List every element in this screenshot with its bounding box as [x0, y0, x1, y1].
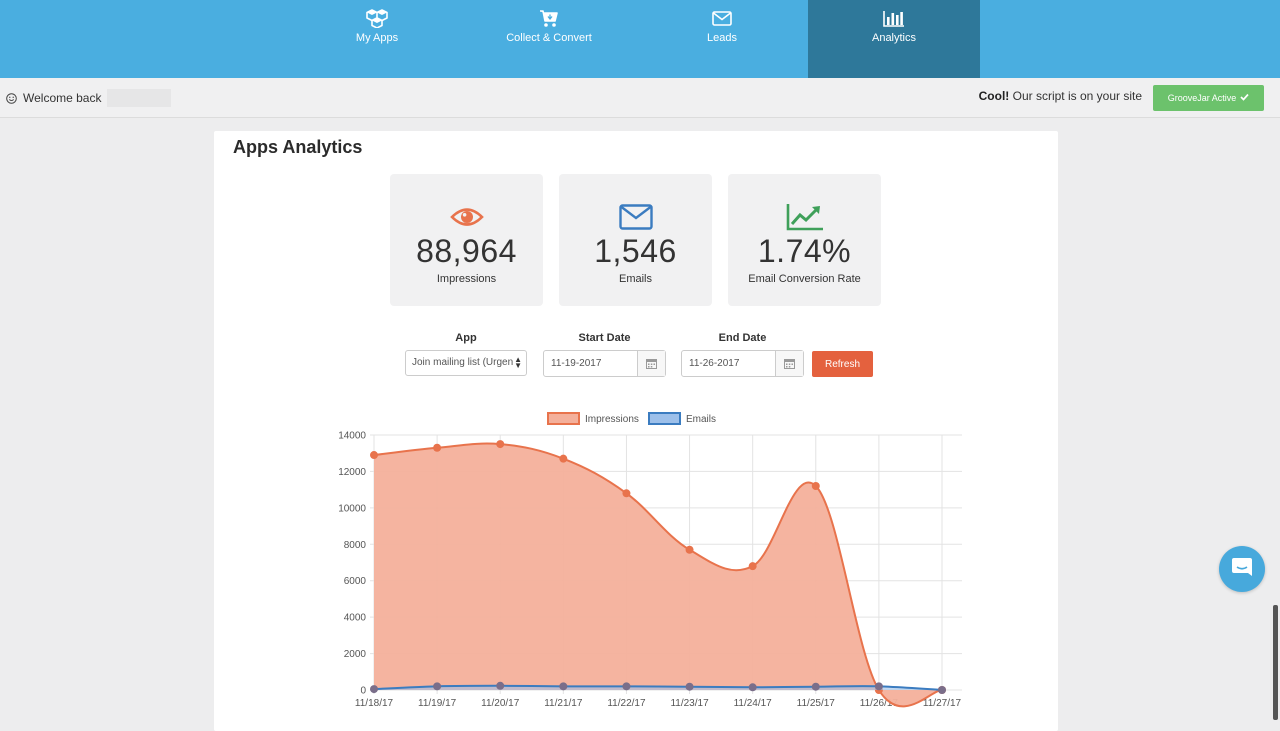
x-tick-label: 11/18/17 [355, 698, 394, 709]
analytics-chart: 0 2000 4000 6000 8000 10000 12000 14000 11/18/17… [338, 412, 962, 709]
stat-label: Email Conversion Rate [748, 273, 861, 285]
groovejar-active-button[interactable]: GrooveJar Active [1153, 85, 1264, 111]
impressions-point [559, 454, 568, 463]
legend-swatch-emails [648, 412, 681, 425]
x-tick-label: 11/20/17 [481, 698, 520, 709]
top-nav: My Apps Collect & Convert Leads [0, 0, 1280, 78]
start-date-field [543, 350, 666, 377]
script-status: Cool! Our script is on your site [979, 89, 1142, 103]
impressions-area [374, 443, 942, 707]
app-filter-label: App [455, 332, 477, 344]
y-tick-label: 4000 [344, 613, 367, 624]
legend-label-emails: Emails [686, 414, 716, 425]
emails-point [811, 682, 820, 691]
welcome-text: Welcome back [23, 91, 102, 105]
emails-point [370, 685, 378, 694]
trend-up-icon [786, 202, 824, 232]
nav-leads[interactable]: Leads [636, 0, 808, 78]
y-tick-label: 12000 [338, 467, 366, 478]
stat-card-conversion: 1.74% Email Conversion Rate [728, 174, 881, 306]
nav-label: My Apps [355, 32, 399, 44]
stat-value: 1.74% [757, 233, 852, 269]
x-tick-label: 11/21/17 [544, 698, 583, 709]
y-tick-label: 14000 [338, 431, 366, 442]
welcome-message: Welcome back [6, 89, 172, 107]
nav-analytics[interactable]: Analytics [808, 0, 980, 78]
y-tick-label: 10000 [338, 503, 366, 514]
stat-card-emails: 1,546 Emails [559, 174, 712, 306]
stat-card-impressions: 88,964 Impressions [390, 174, 543, 306]
y-tick-label: 8000 [344, 540, 367, 551]
y-tick-label: 6000 [344, 576, 367, 587]
x-tick-label: 11/26/17 [860, 698, 899, 709]
emails-point [748, 683, 757, 692]
bar-chart-icon [883, 9, 905, 28]
envelope-icon [618, 202, 653, 232]
impressions-point [433, 443, 442, 452]
emails-point [685, 682, 694, 691]
stat-value: 88,964 [416, 233, 517, 269]
page-title: Apps Analytics [233, 137, 363, 157]
emails-point [622, 682, 631, 691]
x-tick-label: 11/19/17 [418, 698, 457, 709]
cubes-icon [365, 9, 389, 28]
nav-collect-convert[interactable]: Collect & Convert [463, 0, 635, 78]
envelope-icon [712, 9, 732, 28]
legend-swatch-impressions [547, 412, 580, 425]
emails-point [496, 681, 505, 690]
impressions-point [811, 482, 820, 490]
impressions-point [748, 562, 757, 571]
page-scrollbar[interactable] [1273, 605, 1278, 720]
nav-label: Collect & Convert [506, 32, 592, 44]
stat-label: Emails [618, 273, 652, 285]
stat-value: 1,546 [594, 233, 677, 269]
cart-icon [539, 9, 559, 28]
impressions-point [685, 545, 694, 554]
legend-label-impressions: Impressions [585, 414, 639, 425]
groovejar-active-label: GrooveJar Active [1167, 93, 1237, 103]
emails-point [938, 686, 946, 694]
nav-my-apps[interactable]: My Apps [291, 0, 463, 78]
x-tick-label: 11/23/17 [670, 698, 709, 709]
end-date-input[interactable] [682, 351, 775, 376]
x-tick-label: 11/27/17 [923, 698, 962, 709]
calendar-icon[interactable] [775, 351, 803, 376]
y-tick-label: 0 [360, 686, 366, 697]
emails-point [559, 682, 568, 691]
x-tick-label: 11/24/17 [734, 698, 773, 709]
script-status-text: Our script is on your site [1012, 89, 1142, 103]
chat-launcher-button[interactable] [1219, 546, 1265, 592]
end-date-field [681, 350, 804, 377]
app-select[interactable]: Join mailing list (Urgen ▲ ▼ [405, 350, 527, 376]
emails-line [373, 684, 943, 691]
impressions-point [496, 440, 505, 449]
start-date-label: Start Date [578, 332, 631, 344]
refresh-button[interactable]: Refresh [812, 351, 873, 377]
emails-point [433, 682, 442, 691]
analytics-panel: Apps Analytics 88,964 Impressions 1,546 … [214, 131, 1058, 731]
app-select-value: Join mailing list (Urgen [412, 357, 514, 368]
x-tick-label: 11/25/17 [797, 698, 836, 709]
nav-label: Leads [707, 32, 737, 44]
impressions-point [622, 489, 631, 498]
redacted-username [107, 89, 172, 107]
impressions-point [370, 451, 378, 460]
welcome-bar: Welcome back Cool! Our script is on your… [0, 78, 1280, 118]
nav-label: Analytics [871, 32, 917, 44]
chat-icon [1231, 557, 1253, 582]
y-tick-label: 2000 [344, 649, 367, 660]
end-date-label: End Date [718, 332, 767, 344]
check-icon [1240, 93, 1249, 103]
calendar-icon[interactable] [637, 351, 665, 376]
script-status-bold: Cool! [978, 89, 1010, 103]
emails-point [874, 682, 883, 691]
start-date-input[interactable] [544, 351, 637, 376]
select-arrows-icon: ▲ ▼ [514, 355, 522, 370]
x-tick-label: 11/22/17 [607, 698, 646, 709]
eye-icon [449, 202, 484, 232]
smile-icon [6, 92, 17, 104]
stat-label: Impressions [436, 273, 497, 285]
